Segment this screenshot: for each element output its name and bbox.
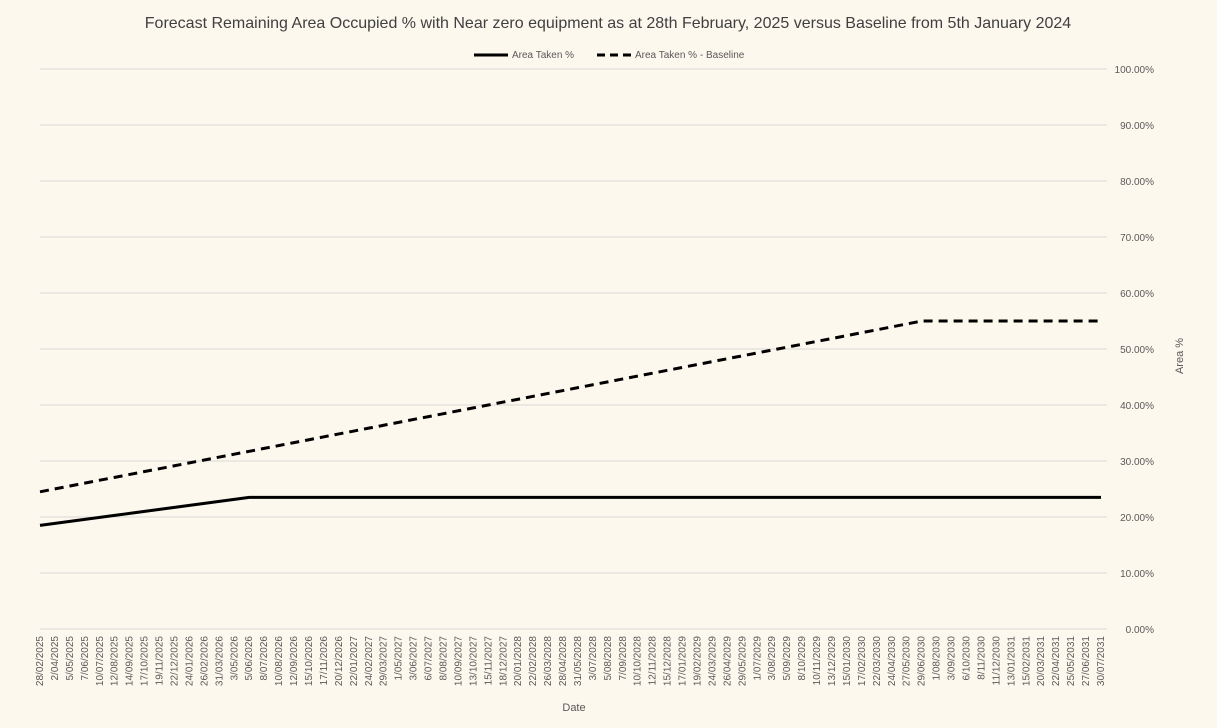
x-tick-label: 26/02/2026	[199, 636, 210, 686]
x-tick-label: 2/04/2025	[50, 636, 61, 681]
y-tick-label: 90.00%	[1120, 121, 1154, 132]
x-tick-label: 8/07/2026	[259, 636, 270, 681]
x-tick-label: 13/01/2031	[1006, 636, 1017, 686]
x-tick-label: 1/08/2030	[932, 636, 943, 681]
x-tick-label: 14/09/2025	[125, 636, 136, 686]
x-tick-label: 17/01/2029	[678, 636, 689, 686]
x-tick-label: 17/10/2025	[140, 636, 151, 686]
x-tick-label: 12/09/2026	[289, 636, 300, 686]
x-tick-label: 10/11/2029	[812, 636, 823, 686]
x-tick-label: 7/09/2028	[618, 636, 629, 681]
y-tick-label: 80.00%	[1120, 177, 1154, 188]
x-tick-label: 3/08/2029	[767, 636, 778, 681]
x-tick-label: 29/06/2030	[917, 636, 928, 686]
x-tick-label: 13/12/2029	[827, 636, 838, 686]
x-tick-label: 22/02/2028	[528, 636, 539, 686]
x-tick-label: 24/01/2026	[184, 636, 195, 686]
x-tick-label: 20/03/2031	[1036, 636, 1047, 686]
y-tick-label: 40.00%	[1120, 401, 1154, 412]
x-tick-label: 8/08/2027	[438, 636, 449, 681]
x-tick-label: 15/02/2031	[1021, 636, 1032, 686]
x-tick-label: 15/12/2028	[663, 636, 674, 686]
x-tick-label: 25/05/2031	[1066, 636, 1077, 686]
x-tick-label: 6/07/2027	[424, 636, 435, 681]
x-tick-label: 27/05/2030	[902, 636, 913, 686]
y-tick-label: 0.00%	[1126, 625, 1154, 636]
series-line-area-taken-baseline	[39, 319, 1101, 494]
x-tick-label: 19/02/2029	[693, 636, 704, 686]
x-tick-label: 3/06/2027	[409, 636, 420, 681]
x-tick-label: 31/03/2026	[214, 636, 225, 686]
x-tick-label: 8/11/2030	[976, 636, 987, 680]
x-tick-label: 24/03/2029	[707, 636, 718, 686]
y-tick-label: 50.00%	[1120, 345, 1154, 356]
x-tick-label: 26/04/2029	[722, 636, 733, 686]
x-tick-label: 26/03/2028	[543, 636, 554, 686]
x-tick-label: 30/07/2031	[1096, 636, 1107, 686]
chart-title: Forecast Remaining Area Occupied % with …	[145, 15, 1072, 32]
x-axis-tick-labels: 28/02/2025 2/04/2025 5/05/2025 7/06/2025 10/…	[35, 636, 1107, 686]
x-tick-label: 20/12/2026	[334, 636, 345, 686]
x-tick-label: 22/12/2025	[169, 636, 180, 686]
x-tick-label: 13/10/2027	[468, 636, 479, 686]
x-tick-label: 6/10/2030	[962, 636, 973, 681]
x-tick-label: 20/01/2028	[513, 636, 524, 686]
x-tick-label: 12/11/2028	[648, 636, 659, 686]
x-tick-label: 3/07/2028	[588, 636, 599, 681]
x-tick-label: 22/01/2027	[349, 636, 360, 686]
x-tick-label: 24/02/2027	[364, 636, 375, 686]
x-tick-label: 31/05/2028	[573, 636, 584, 686]
x-tick-label: 29/05/2029	[737, 636, 748, 686]
x-tick-label: 10/10/2028	[633, 636, 644, 686]
gridlines	[40, 68, 1107, 630]
y-tick-label: 70.00%	[1120, 233, 1154, 244]
legend-label-area-taken-baseline: Area Taken % - Baseline	[635, 50, 745, 61]
x-tick-label: 7/06/2025	[80, 636, 91, 681]
x-tick-label: 17/11/2026	[319, 636, 330, 686]
x-tick-label: 5/06/2026	[244, 636, 255, 681]
series-line-area-taken	[39, 495, 1101, 527]
x-tick-label: 15/11/2027	[483, 636, 494, 686]
x-tick-label: 5/09/2029	[782, 636, 793, 681]
x-tick-label: 8/10/2029	[797, 636, 808, 681]
series-lines	[39, 319, 1101, 527]
x-tick-label: 15/10/2026	[304, 636, 315, 686]
x-tick-label: 1/05/2027	[394, 636, 405, 681]
x-tick-label: 5/08/2028	[603, 636, 614, 681]
x-tick-label: 28/02/2025	[35, 636, 46, 686]
x-tick-label: 18/12/2027	[498, 636, 509, 686]
legend: Area Taken % Area Taken % - Baseline	[474, 50, 745, 61]
x-tick-label: 10/07/2025	[95, 636, 106, 686]
x-tick-label: 19/11/2025	[155, 636, 166, 686]
y-tick-label: 60.00%	[1120, 289, 1154, 300]
x-tick-label: 15/01/2030	[842, 636, 853, 686]
x-tick-label: 1/07/2029	[752, 636, 763, 681]
y-tick-label: 10.00%	[1120, 569, 1154, 580]
x-tick-label: 10/09/2027	[453, 636, 464, 686]
x-tick-label: 3/05/2026	[229, 636, 240, 681]
x-tick-label: 22/03/2030	[872, 636, 883, 686]
x-tick-label: 5/05/2025	[65, 636, 76, 681]
y-axis-tick-labels: 0.00% 10.00% 20.00% 30.00% 40.00% 50.00% 60.00…	[1115, 65, 1155, 636]
x-tick-label: 28/04/2028	[558, 636, 569, 686]
y-tick-label: 100.00%	[1115, 65, 1155, 76]
y-tick-label: 30.00%	[1120, 457, 1154, 468]
x-tick-label: 27/06/2031	[1081, 636, 1092, 686]
x-tick-label: 24/04/2030	[887, 636, 898, 686]
x-tick-label: 11/12/2030	[991, 636, 1002, 686]
y-tick-label: 20.00%	[1120, 513, 1154, 524]
x-tick-label: 3/09/2030	[947, 636, 958, 681]
x-tick-label: 29/03/2027	[379, 636, 390, 686]
x-tick-label: 17/02/2030	[857, 636, 868, 686]
y-axis-title: Area %	[1174, 338, 1186, 374]
legend-label-area-taken: Area Taken %	[512, 50, 574, 61]
x-tick-label: 22/04/2031	[1051, 636, 1062, 686]
x-tick-label: 10/08/2026	[274, 636, 285, 686]
x-tick-label: 12/08/2025	[110, 636, 121, 686]
x-axis-title: Date	[562, 702, 585, 714]
